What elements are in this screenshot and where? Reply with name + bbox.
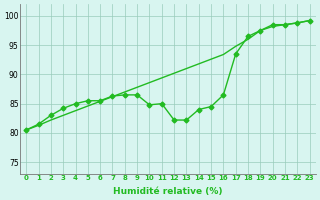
- X-axis label: Humidité relative (%): Humidité relative (%): [113, 187, 223, 196]
